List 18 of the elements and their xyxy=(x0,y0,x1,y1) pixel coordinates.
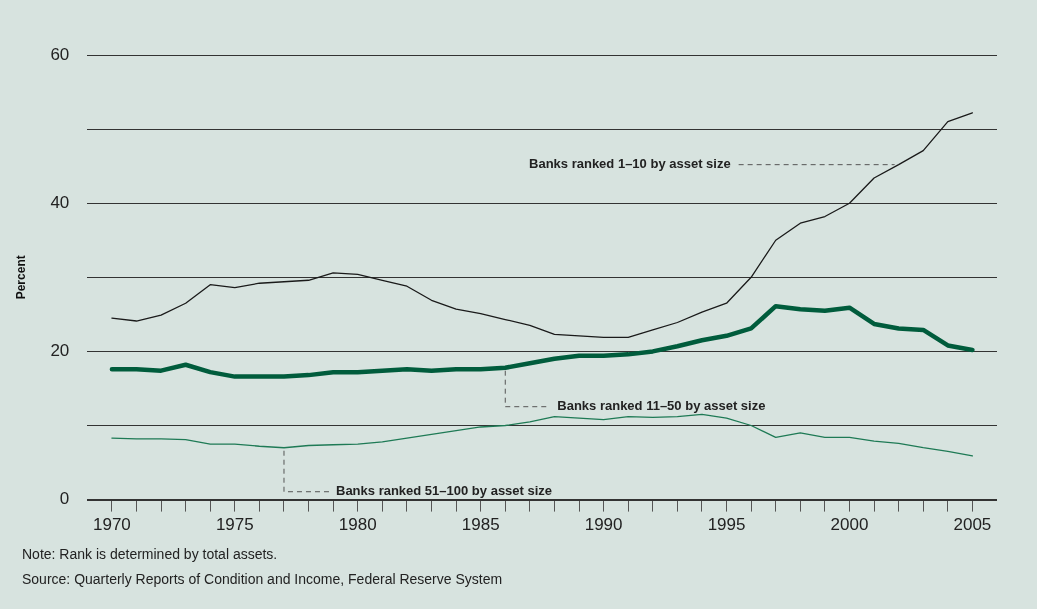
y-tick-label: 60 xyxy=(50,44,70,64)
annotation: Banks ranked 1–10 by asset size xyxy=(529,156,731,172)
y-tick-label: 0 xyxy=(59,489,70,509)
x-tick-label: 1970 xyxy=(92,515,131,535)
text: Note: Rank is determined by total assets. xyxy=(22,546,279,562)
y-axis-title: Percent xyxy=(13,255,28,300)
y-tick-label: 20 xyxy=(50,341,70,361)
source-note: Source: Quarterly Reports of Condition and Income, Federal Reserve System xyxy=(22,571,503,587)
annotation: Banks ranked 11–50 by asset size xyxy=(557,398,766,414)
x-tick-label: 2000 xyxy=(830,515,869,535)
x-tick-label: 2005 xyxy=(953,515,992,535)
x-tick-label: 1990 xyxy=(584,515,623,535)
y-tick-label: 40 xyxy=(50,192,70,212)
x-tick-label: 1995 xyxy=(707,515,746,535)
x-tick-label: 1975 xyxy=(215,515,254,535)
x-tick-label: 1980 xyxy=(338,515,377,535)
annotation: Banks ranked 51–100 by asset size xyxy=(336,483,553,499)
x-tick-label: 1985 xyxy=(461,515,500,535)
